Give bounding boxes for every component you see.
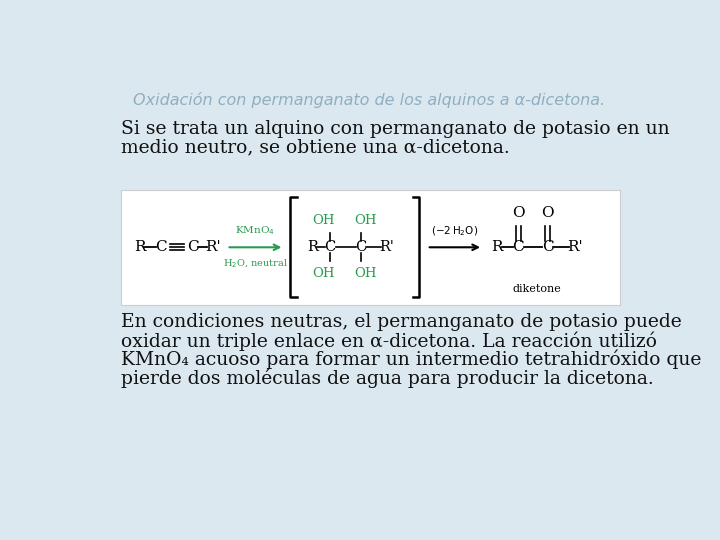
Text: O: O [512, 206, 525, 220]
Text: Oxidación con permanganato de los alquinos a α-dicetona.: Oxidación con permanganato de los alquin… [133, 92, 605, 108]
Text: oxidar un triple enlace en α-dicetona. La reacción utilizó: oxidar un triple enlace en α-dicetona. L… [121, 331, 657, 350]
Bar [121, 190, 620, 305]
Text: C: C [187, 240, 199, 254]
Text: OH: OH [354, 214, 377, 227]
Text: pierde dos moléculas de agua para producir la dicetona.: pierde dos moléculas de agua para produc… [121, 368, 654, 388]
Text: C: C [513, 240, 524, 254]
Text: O: O [541, 206, 554, 220]
Text: C: C [542, 240, 554, 254]
Text: OH: OH [312, 267, 336, 280]
Text: C: C [355, 240, 366, 254]
Text: Si se trata un alquino con permanganato de potasio en un: Si se trata un alquino con permanganato … [121, 120, 670, 138]
Text: medio neutro, se obtiene una α-dicetona.: medio neutro, se obtiene una α-dicetona. [121, 139, 510, 157]
Text: C: C [156, 240, 167, 254]
Text: R': R' [379, 240, 395, 254]
Text: KMnO$_4$: KMnO$_4$ [235, 224, 275, 237]
Text: R': R' [206, 240, 221, 254]
Text: OH: OH [354, 267, 377, 280]
Text: C: C [325, 240, 336, 254]
Text: $(-2\,\mathrm{H_2O})$: $(-2\,\mathrm{H_2O})$ [431, 225, 478, 238]
Text: H$_2$O, neutral: H$_2$O, neutral [223, 257, 288, 270]
Text: R: R [307, 240, 318, 254]
Text: En condiciones neutras, el permanganato de potasio puede: En condiciones neutras, el permanganato … [121, 313, 682, 330]
Text: R: R [134, 240, 145, 254]
Text: OH: OH [312, 214, 336, 227]
Text: R: R [491, 240, 503, 254]
Text: KMnO₄ acuoso para formar un intermedio tetrahidróxido que: KMnO₄ acuoso para formar un intermedio t… [121, 350, 701, 369]
Text: R': R' [567, 240, 583, 254]
Text: diketone: diketone [513, 284, 561, 294]
